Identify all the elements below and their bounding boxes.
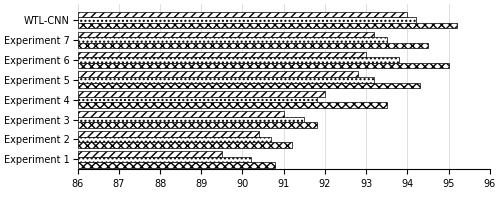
Bar [78,51,366,57]
Bar [78,91,325,97]
Bar [78,122,316,128]
Bar [78,151,222,156]
Bar [78,156,250,162]
Bar [78,71,358,77]
Bar [78,131,259,137]
Bar [78,57,399,63]
Legend: Fudan, SogouCS, THUCNews: Fudan, SogouCS, THUCNews [202,216,423,217]
Bar [78,82,419,88]
Bar [78,111,284,117]
Bar [78,43,428,48]
Bar [78,137,272,142]
Bar [78,162,276,168]
Bar [78,17,415,23]
Bar [78,77,374,82]
Bar [78,97,316,102]
Bar [78,117,304,122]
Bar [78,142,292,148]
Bar [78,63,448,68]
Bar [78,23,456,28]
Bar [78,102,386,108]
Bar [78,32,374,37]
Bar [78,12,407,17]
Bar [78,37,386,43]
